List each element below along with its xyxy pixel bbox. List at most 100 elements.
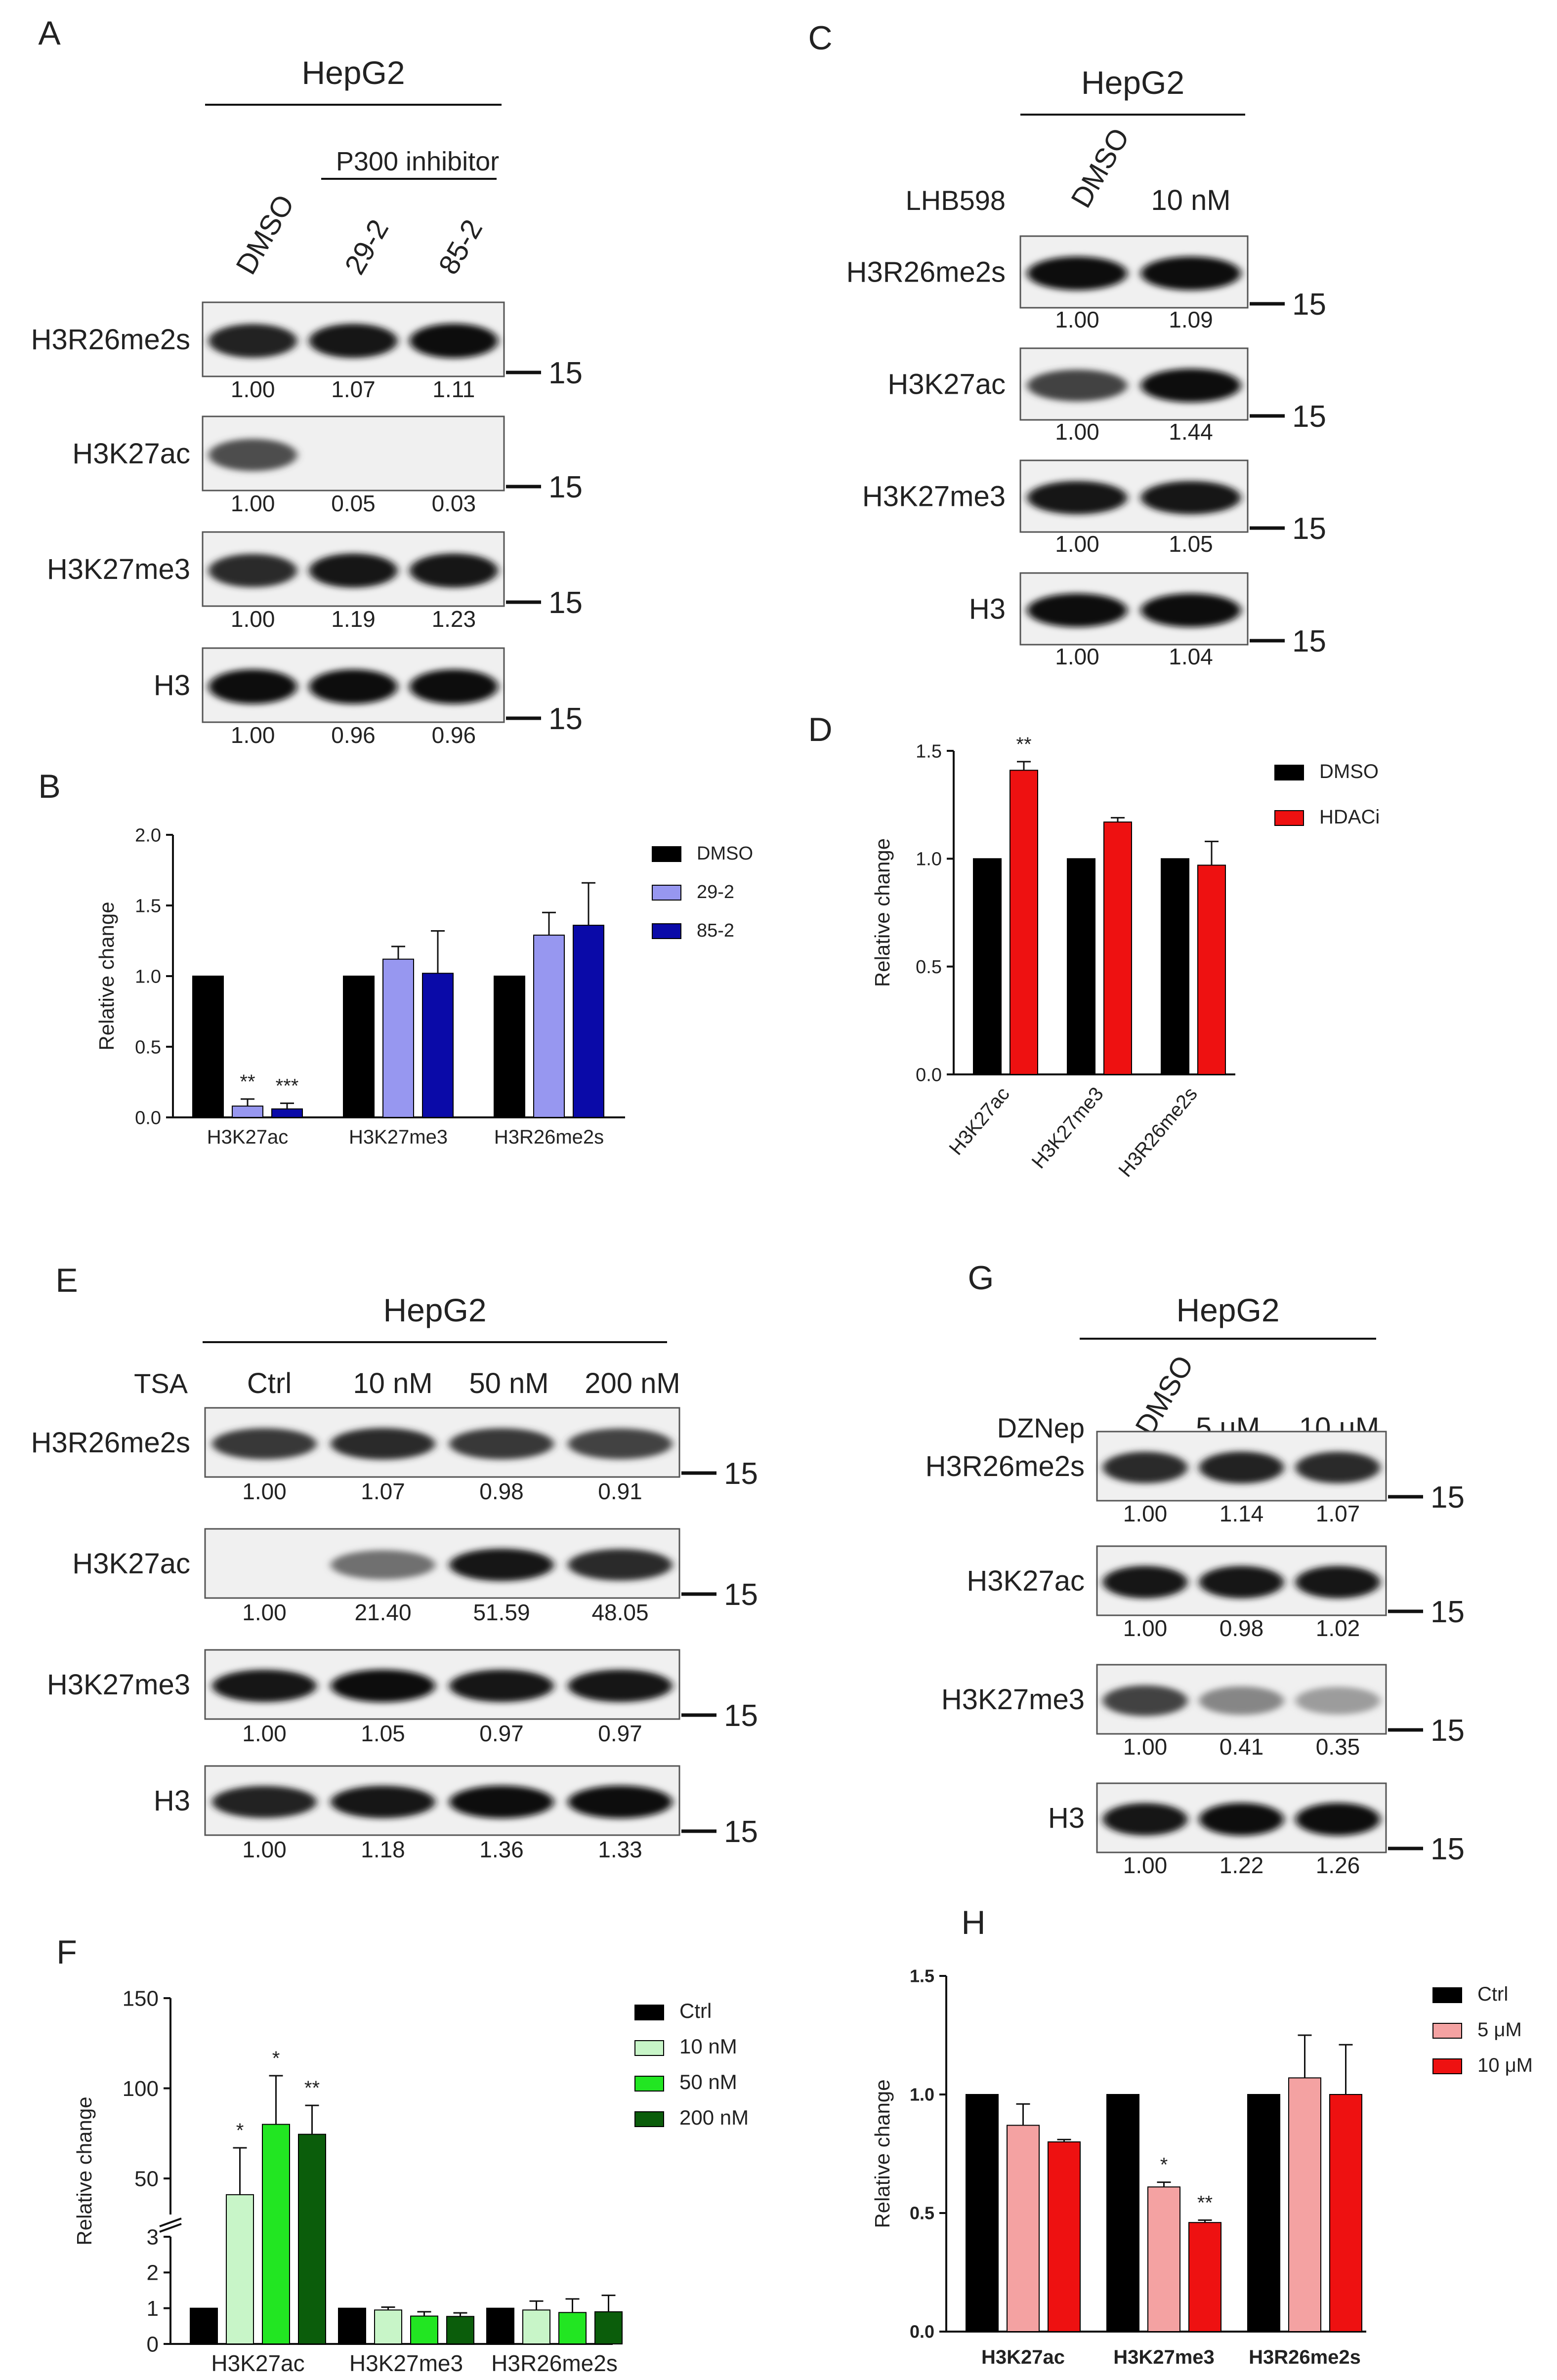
bar [1010, 770, 1038, 1075]
bar-chart-d: D 0.0 0.5 1.0 1.5 Relative change ** H3K27ac H3K… [808, 711, 1380, 1181]
marker-label: 15 [1431, 1480, 1465, 1515]
significance-mark: ** [304, 2077, 320, 2099]
panel-letter: G [968, 1259, 994, 1297]
row-label: H3R26me2s [926, 1450, 1085, 1482]
bar [271, 1108, 303, 1118]
band-quant-value: 1.26 [1316, 1852, 1360, 1878]
blot-band [449, 1670, 554, 1702]
bar [1007, 2125, 1040, 2332]
bar [1048, 2141, 1081, 2332]
blot-band [1199, 1451, 1284, 1484]
legend-swatch [634, 2005, 664, 2020]
lane-label: 10 nM [1151, 184, 1230, 216]
legend-label: Ctrl [679, 1999, 712, 2022]
marker-label: 15 [548, 702, 583, 736]
category-label: H3K27ac [207, 1126, 289, 1148]
band-quant-value: 1.00 [1123, 1501, 1168, 1526]
band-quant-value: 1.04 [1169, 644, 1213, 669]
blot-panel-c: C HepG2 LHB598 DMSO 10 nM H3R26me2s 15 1.00 1.09… [808, 19, 1326, 669]
band-quant-value: 1.44 [1169, 419, 1213, 445]
band-quant-value: 1.00 [242, 1600, 287, 1625]
blot-band [209, 324, 297, 358]
category-label: H3K27ac [945, 1083, 1013, 1159]
panel-letter: A [38, 14, 61, 52]
bar [338, 2307, 366, 2344]
band-quant-value: 1.05 [1169, 531, 1213, 557]
band-quant-value: 0.96 [331, 722, 376, 748]
treatment-label: TSA [134, 1368, 188, 1399]
blot-row: H3K27ac 15 1.00 0.98 1.02 [967, 1545, 1465, 1641]
axis-break-mark [159, 2223, 182, 2233]
band-quant-value: 0.91 [598, 1478, 642, 1504]
row-label: H3K27me3 [941, 1683, 1085, 1716]
band-quant-value: 1.07 [361, 1478, 405, 1504]
bar [374, 2309, 402, 2344]
blot-row: H3R26me2s 15 1.00 1.14 1.07 [926, 1431, 1465, 1526]
band-quant-value: 1.11 [432, 376, 475, 402]
band-quant-value: 1.00 [231, 606, 275, 632]
blot-band [331, 1428, 435, 1460]
band-quant-value: 1.00 [1055, 419, 1099, 445]
blot-band [212, 1428, 317, 1460]
blot-band [1295, 1686, 1381, 1715]
band-quant-value: 1.00 [1055, 531, 1099, 557]
blot-row: H3R26me2s 15 1.00 1.09 [846, 235, 1326, 332]
marker-label: 15 [1431, 1595, 1465, 1629]
y-tick-label: 0.5 [910, 2203, 934, 2223]
cell-line-title: HepG2 [1081, 64, 1184, 101]
band-quant-value: 1.22 [1220, 1852, 1264, 1878]
y-tick-label: 50 [134, 2167, 159, 2191]
y-tick-label: 2.0 [135, 825, 161, 846]
band-quant-value: 1.14 [1220, 1501, 1264, 1526]
y-tick-label: 0 [147, 2332, 159, 2356]
bar [486, 2307, 514, 2344]
y-axis-label: Relative change [95, 902, 118, 1050]
y-axis-label: Relative change [871, 2079, 894, 2228]
y-tick-label: 1.0 [916, 849, 942, 870]
blot-band [568, 1785, 673, 1818]
axis-break-mark [159, 2217, 182, 2227]
band-quant-value: 0.96 [432, 722, 476, 748]
row-label: H3 [154, 1785, 190, 1817]
legend-label: 85-2 [697, 920, 734, 941]
blot-band [1140, 593, 1241, 627]
bar [533, 935, 565, 1118]
panel-letter: D [808, 711, 832, 748]
y-tick-label: 0.0 [910, 2322, 934, 2342]
legend-label: 29-2 [697, 882, 734, 903]
legend-swatch [1274, 765, 1304, 780]
bar [1067, 858, 1095, 1075]
blot-band [1140, 481, 1241, 515]
legend-swatch [634, 2076, 664, 2092]
blot-band [331, 1550, 435, 1580]
blot-band [209, 554, 297, 587]
row-label: H3K27me3 [47, 553, 190, 585]
y-tick-label: 0.0 [135, 1108, 161, 1128]
significance-mark: * [272, 2048, 280, 2069]
y-tick-label: 150 [123, 1986, 159, 2011]
blot-band [568, 1549, 673, 1581]
row-label: H3K27ac [72, 438, 190, 470]
y-axis-label: Relative change [73, 2096, 96, 2245]
bar [1288, 2077, 1321, 2332]
legend-swatch [1432, 1987, 1462, 2003]
category-label: H3R26me2s [491, 2350, 618, 2376]
row-label: H3K27me3 [47, 1669, 190, 1701]
blot-band [1199, 1566, 1284, 1599]
bar [382, 958, 414, 1118]
row-label: H3R26me2s [31, 1427, 190, 1459]
blot-row: H3K27ac 15 1.00 0.05 0.03 [72, 415, 583, 516]
bar [573, 925, 604, 1118]
blot-band [212, 1670, 317, 1702]
band-quant-value: 0.98 [479, 1478, 524, 1504]
significance-mark: ** [240, 1071, 255, 1093]
row-label: H3 [969, 593, 1006, 625]
y-tick-label: 1.5 [910, 1966, 934, 1986]
legend-label: HDACi [1319, 806, 1380, 828]
legend-label: Ctrl [1477, 1983, 1508, 2005]
band-quant-value: 1.00 [1123, 1615, 1168, 1641]
marker-label: 15 [724, 1815, 758, 1849]
y-tick-label: 1.0 [910, 2085, 934, 2105]
